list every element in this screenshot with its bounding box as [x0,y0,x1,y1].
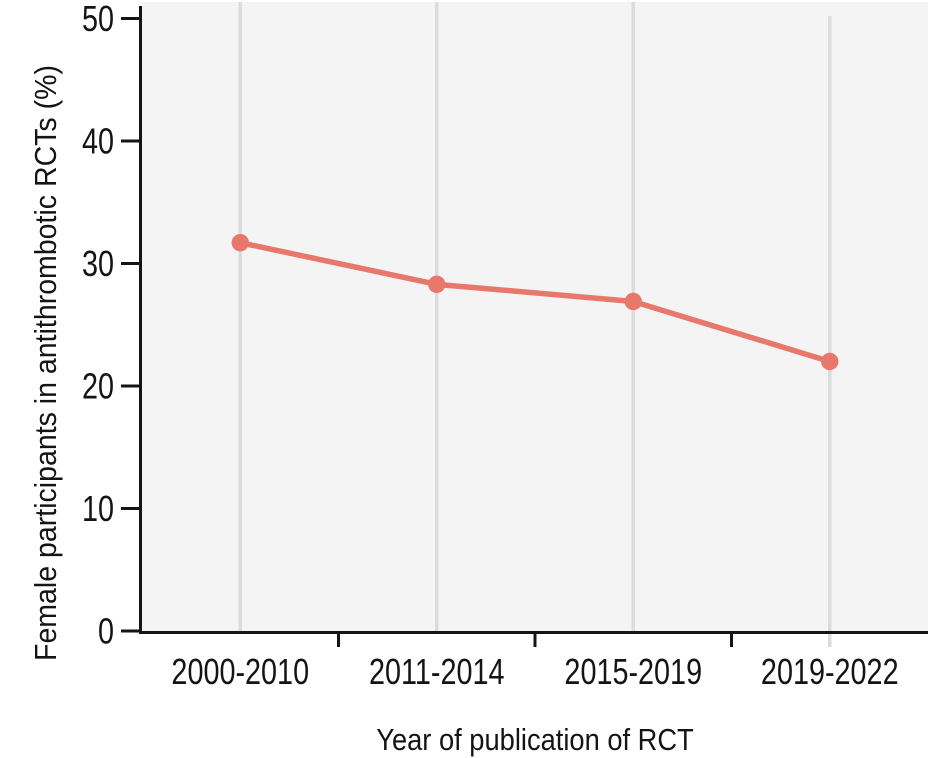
x-tick-label: 2015-2019 [564,651,702,692]
y-tick-label: 50 [82,0,114,39]
y-tick-label: 40 [82,120,114,161]
data-line [237,239,833,365]
data-point [624,292,642,311]
y-tick-label: 10 [82,488,114,529]
x-tick-label: 2019-2022 [761,651,899,692]
y-tick-label: 30 [82,243,114,284]
x-tick-label: 2000-2010 [171,651,309,692]
y-axis-title: Female participants in antithrombotic RC… [28,65,63,661]
data-point [231,233,249,252]
x-tick-label: 2011-2014 [369,651,505,692]
y-tick-label: 20 [82,365,114,406]
data-point [821,352,839,371]
x-axis-title: Year of publication of RCT [376,722,694,757]
plot-background [142,2,928,631]
y-tick-label: 0 [98,610,114,651]
data-point [428,275,446,294]
